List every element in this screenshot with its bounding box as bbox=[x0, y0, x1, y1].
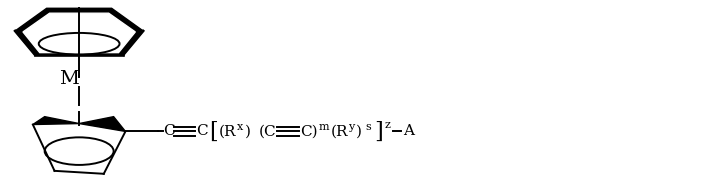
Text: C): C) bbox=[299, 124, 317, 138]
Text: C: C bbox=[196, 124, 208, 138]
Text: m: m bbox=[319, 122, 329, 131]
Text: A: A bbox=[404, 124, 414, 138]
Text: ): ) bbox=[245, 124, 251, 138]
Polygon shape bbox=[15, 8, 143, 55]
Ellipse shape bbox=[40, 34, 118, 54]
Text: (C: (C bbox=[258, 124, 276, 138]
Polygon shape bbox=[33, 117, 79, 125]
Text: [: [ bbox=[209, 120, 218, 142]
Polygon shape bbox=[23, 13, 135, 53]
Text: s: s bbox=[366, 122, 372, 131]
Text: y: y bbox=[348, 122, 354, 132]
Text: z: z bbox=[384, 119, 390, 130]
Text: (R: (R bbox=[331, 124, 348, 138]
Text: x: x bbox=[236, 122, 243, 132]
Polygon shape bbox=[79, 117, 125, 131]
Text: C: C bbox=[163, 124, 174, 138]
Text: (R: (R bbox=[219, 124, 236, 138]
Text: M: M bbox=[59, 70, 79, 88]
Text: ]: ] bbox=[375, 120, 384, 142]
Text: ): ) bbox=[356, 124, 362, 138]
